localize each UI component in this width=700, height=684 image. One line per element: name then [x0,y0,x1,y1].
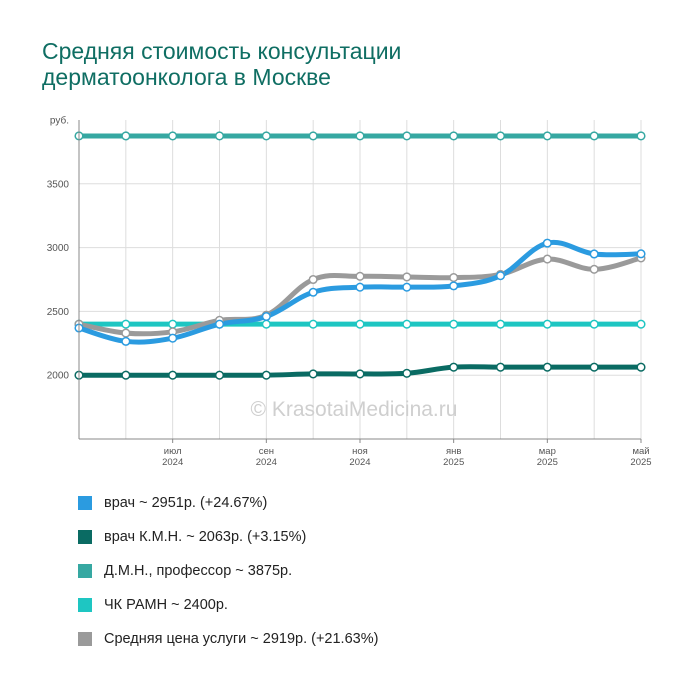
y-tick-label: 3500 [47,179,70,190]
x-tick-label-month: июл [164,446,182,457]
chart-title-line-2: дерматоонколога в Москве [42,64,331,90]
data-point-professor [308,131,318,141]
data-point-chk_ramn [636,319,646,329]
y-unit-label: руб. [50,115,69,127]
data-point-chk_ramn [495,319,506,329]
data-point-candidate [402,368,412,378]
data-point-professor [542,131,552,141]
series-points [74,131,646,380]
data-point-professor [402,131,412,141]
legend-label: врач ~ 2951р. (+24.67%) [104,495,268,511]
axes: 2000250030003500руб.июл2024сен2024ноя202… [47,115,652,469]
data-point-average [402,272,412,282]
legend-label: ЧК РАМН ~ 2400р. [104,597,228,613]
legend-swatch [78,598,92,612]
data-point-average [589,264,599,274]
x-tick-label-year: 2025 [630,457,651,468]
data-point-doctor [355,282,365,292]
x-tick-label-month: ноя [352,446,368,457]
data-point-professor [636,131,646,141]
data-point-average [308,274,318,285]
data-point-chk_ramn [449,319,459,329]
data-point-candidate [636,362,646,372]
data-point-candidate [308,369,318,379]
data-point-doctor [495,271,506,281]
data-point-candidate [495,362,506,372]
data-point-chk_ramn [168,319,178,329]
data-point-chk_ramn [308,319,318,329]
x-tick-label-month: мар [539,446,556,457]
legend-item-professor[interactable]: Д.М.Н., профессор ~ 3875р. [78,554,638,588]
data-point-professor [121,131,131,141]
line-chart: © KrasotaiMedicina.ru 2000 2500 3000 3500 ру… [47,115,652,469]
data-point-professor [214,131,225,141]
data-point-doctor [589,249,599,259]
y-tick-label: 2500 [47,307,70,318]
data-point-doctor [261,311,271,322]
data-point-professor [261,131,271,141]
data-point-average [121,328,131,338]
legend-item-doctor[interactable]: врач ~ 2951р. (+24.67%) [78,486,638,520]
legend-label: врач К.М.Н. ~ 2063р. (+3.15%) [104,529,307,545]
legend-item-chk-ramn[interactable]: ЧК РАМН ~ 2400р. [78,588,638,622]
data-point-doctor [636,249,646,259]
x-tick-label-month: сен [259,446,274,457]
data-point-candidate [542,362,552,372]
y-tick-label: 3000 [47,243,70,254]
chart-title: Средняя стоимость консультации дерматоон… [42,38,662,90]
legend-swatch [78,530,92,544]
x-tick-label-year: 2025 [537,457,558,468]
data-point-doctor [402,282,412,292]
data-point-candidate [168,370,178,380]
legend-label: Средняя цена услуги ~ 2919р. (+21.63%) [104,631,379,647]
data-point-doctor [542,238,552,248]
watermark: © KrasotaiMedicina.ru [251,398,458,421]
legend-item-average[interactable]: Средняя цена услуги ~ 2919р. (+21.63%) [78,622,638,656]
data-point-professor [449,131,459,141]
x-tick-label-month: янв [446,446,461,457]
data-point-chk_ramn [355,319,365,329]
data-point-average [542,254,552,264]
data-point-doctor [214,319,225,329]
x-tick-label-year: 2024 [256,457,277,468]
data-point-chk_ramn [402,319,412,329]
data-point-professor [355,131,365,141]
data-point-chk_ramn [121,319,131,329]
y-tick-label: 2000 [47,371,70,382]
x-tick-label-month: май [632,446,649,457]
data-point-professor [495,131,506,141]
data-point-chk_ramn [542,319,552,329]
data-point-doctor [308,287,318,297]
data-point-average [449,273,459,283]
data-point-candidate [589,362,599,372]
data-point-average [355,271,365,281]
data-point-doctor [121,336,131,346]
data-point-candidate [261,370,271,380]
legend-swatch [78,564,92,578]
data-point-candidate [121,370,131,380]
x-tick-label-year: 2025 [443,457,464,468]
data-point-candidate [355,369,365,379]
data-point-chk_ramn [589,319,599,329]
data-point-professor [168,131,178,141]
legend-swatch [78,496,92,510]
data-point-doctor [168,333,178,343]
legend: врач ~ 2951р. (+24.67%) врач К.М.Н. ~ 20… [78,486,638,656]
x-tick-label-year: 2024 [162,457,183,468]
legend-swatch [78,632,92,646]
data-point-candidate [214,370,225,380]
legend-item-candidate[interactable]: врач К.М.Н. ~ 2063р. (+3.15%) [78,520,638,554]
data-point-professor [589,131,599,141]
chart-title-line-1: Средняя стоимость консультации [42,38,402,64]
data-point-candidate [449,362,459,372]
legend-label: Д.М.Н., профессор ~ 3875р. [104,563,293,579]
x-tick-label-year: 2024 [349,457,370,468]
data-point-chk_ramn [261,319,271,329]
data-point-doctor [449,281,459,291]
